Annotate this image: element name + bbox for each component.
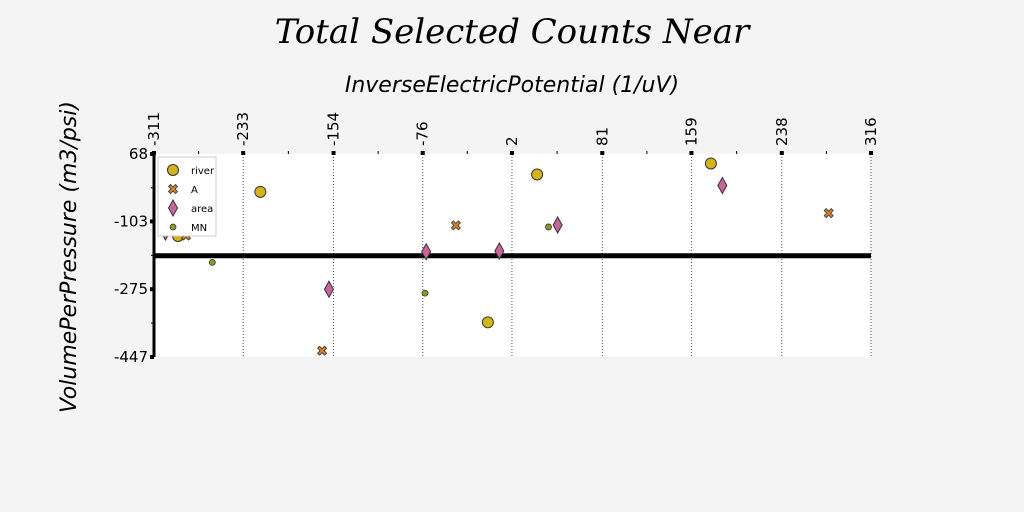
data-point-mn (421, 289, 429, 297)
y-tick-mark (150, 355, 154, 359)
y-ticks: 68 -103 -275 -447 (114, 145, 154, 366)
x-tick-label: 2 (503, 136, 521, 146)
x-tick-label: -154 (325, 112, 343, 146)
y-tick-mark (150, 219, 154, 224)
legend-label-river: river (191, 166, 215, 177)
data-point-area (494, 241, 505, 260)
chart-title: Total Selected Counts Near (275, 12, 751, 52)
x-tick-label: -311 (145, 112, 163, 146)
data-point-river (531, 168, 544, 181)
data-point-mn (545, 223, 552, 231)
data-point-a (450, 220, 461, 231)
legend-marker-a (167, 183, 179, 195)
data-point-river (481, 316, 494, 329)
y-tick-label: -447 (114, 348, 148, 366)
x-tick-mark (689, 151, 694, 155)
x-tick-label: -76 (414, 122, 432, 147)
data-point-river (254, 185, 267, 198)
data-point-a (823, 208, 834, 219)
data-point-area (323, 280, 335, 299)
x-tick-mark (420, 151, 425, 155)
y-tick-label: -103 (114, 212, 148, 230)
legend-label-area: area (191, 204, 213, 215)
y-tick-label: 68 (129, 145, 148, 163)
x-ticks: -311 -233 -154 -76 2 81 159 238 316 (145, 112, 880, 155)
y-tick-mark (150, 152, 154, 156)
x-tick-mark (779, 151, 784, 155)
data-point-area (421, 242, 432, 261)
x-tick-mark (869, 151, 873, 155)
x-tick-label: 81 (593, 127, 611, 146)
y-tick-mark (150, 287, 154, 292)
legend-marker-mn (169, 223, 177, 231)
legend-label-a: A (191, 185, 198, 196)
legend-marker-river (167, 164, 179, 176)
legend-marker-area (167, 198, 179, 218)
data-point-mn (208, 258, 216, 266)
x-axis-label: InverseElectricPotential (1/uV) (345, 73, 679, 98)
x-tick-label: -233 (234, 112, 252, 146)
data-point-area (717, 176, 728, 195)
x-tick-label: 316 (862, 117, 880, 146)
x-tick-mark (241, 151, 246, 155)
x-tick-mark (600, 151, 605, 155)
x-tick-label: 159 (682, 117, 700, 146)
x-tick-label: 238 (773, 117, 791, 146)
y-tick-label: -275 (114, 280, 148, 298)
legend-label-mn: MN (191, 223, 207, 234)
data-point-a (317, 345, 328, 356)
x-tick-mark (331, 151, 336, 155)
data-point-river (704, 157, 717, 170)
data-point-area (552, 215, 563, 234)
y-axis-label: VolumePerPressure (m3/psi) (57, 101, 82, 413)
x-tick-mark (509, 151, 514, 155)
